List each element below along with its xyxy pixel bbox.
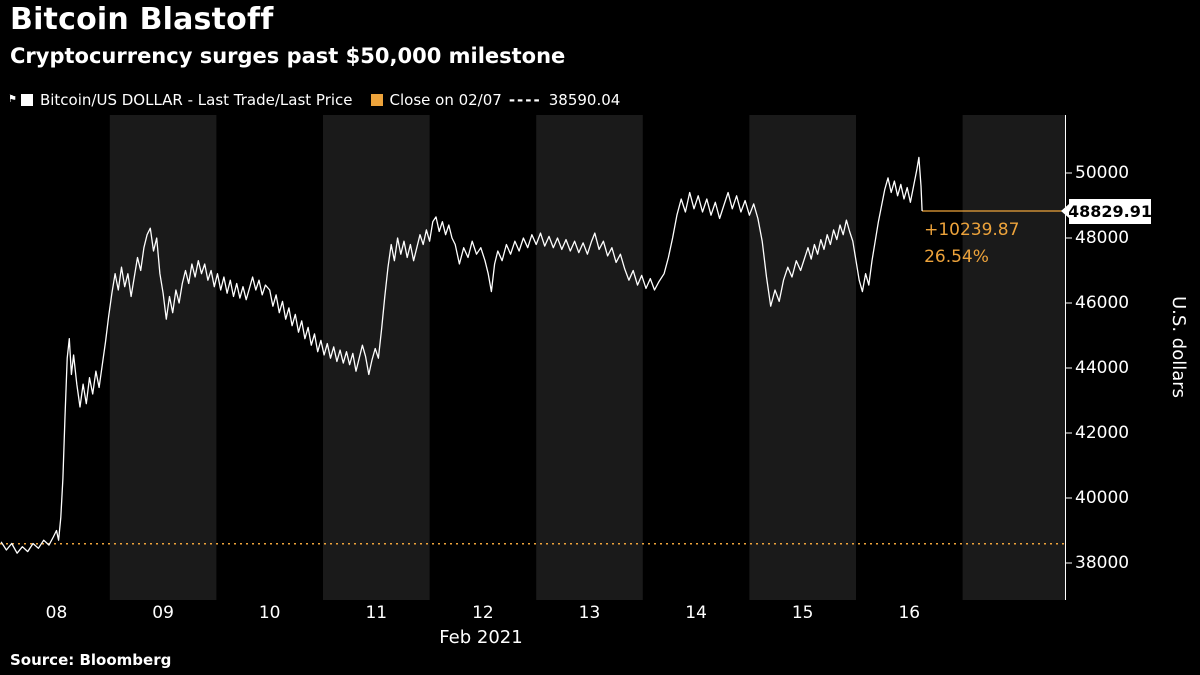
y-tick-label: 44000 (1075, 357, 1130, 378)
price-line (0, 156, 923, 554)
y-tick-label: 46000 (1075, 292, 1130, 313)
x-tick-label: 14 (685, 603, 707, 623)
chart-legend: ⚑ Bitcoin/US DOLLAR - Last Trade/Last Pr… (8, 91, 620, 109)
y-tick-label: 48000 (1075, 227, 1130, 248)
x-tick-label: 08 (45, 603, 68, 623)
y-axis-title: U.S. dollars (1168, 296, 1189, 399)
price-change-percent: 26.54% (924, 247, 989, 268)
close-series-swatch (370, 94, 383, 106)
last-price-box: 48829.91 (1061, 198, 1152, 224)
close-dash-sample: ---- (508, 91, 542, 109)
day-shading-band (962, 115, 1066, 600)
day-shading-band (536, 115, 643, 600)
x-tick-label: 15 (791, 603, 814, 623)
y-tick-label: 38000 (1075, 552, 1130, 573)
source-attribution: Source: Bloomberg (10, 651, 172, 669)
y-tick-label: 50000 (1075, 163, 1130, 183)
legend-item-bitcoin: ⚑ Bitcoin/US DOLLAR - Last Trade/Last Pr… (8, 91, 353, 109)
legend-close-value: 38590.04 (548, 91, 621, 109)
page-title: Bitcoin Blastoff (10, 2, 274, 37)
x-tick-label: 09 (152, 603, 174, 623)
page-subtitle: Cryptocurrency surges past $50,000 miles… (10, 44, 566, 68)
day-shading-band (749, 115, 856, 600)
price-change-absolute: +10239.87 (924, 220, 1020, 241)
day-shading-band (323, 115, 430, 600)
y-tick-label: 42000 (1075, 422, 1130, 443)
legend-label-close: Close on 02/07 (389, 91, 502, 109)
x-tick-label: 13 (578, 603, 601, 623)
bitcoin-series-swatch (20, 94, 33, 106)
day-shading-band (109, 115, 217, 600)
y-tick-label: 40000 (1075, 487, 1130, 508)
series-flag-icon: ⚑ (8, 94, 17, 105)
x-tick-label: 12 (472, 603, 494, 623)
x-tick-label: 11 (365, 603, 388, 623)
x-tick-label: 10 (258, 603, 281, 623)
x-tick-label: 16 (898, 603, 921, 623)
legend-item-close: Close on 02/07 ---- 38590.04 (370, 91, 621, 109)
x-axis-title: Feb 2021 (439, 627, 523, 648)
legend-label-bitcoin: Bitcoin/US DOLLAR - Last Trade/Last Pric… (39, 91, 353, 109)
